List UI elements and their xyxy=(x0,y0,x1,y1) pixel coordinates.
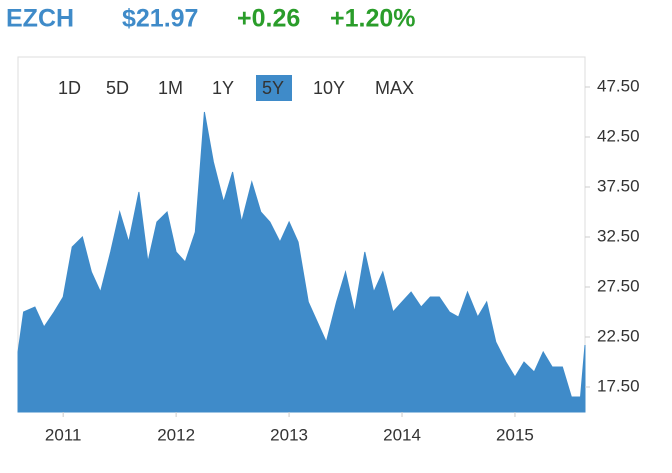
range-button[interactable]: 5Y xyxy=(262,78,284,98)
range-button[interactable]: 10Y xyxy=(313,78,345,98)
x-tick-label: 2011 xyxy=(45,425,82,444)
change: +0.26 xyxy=(237,5,300,33)
range-selected-bg xyxy=(256,75,292,101)
ticker: EZCH xyxy=(6,5,74,33)
y-tick-label: 37.50 xyxy=(597,176,640,195)
range-button[interactable]: 5D xyxy=(106,78,129,98)
y-tick-label: 17.50 xyxy=(597,376,640,395)
y-tick-label: 42.50 xyxy=(597,126,640,145)
change-percent: +1.20% xyxy=(330,5,416,33)
x-tick-label: 2013 xyxy=(270,425,308,444)
range-button[interactable]: MAX xyxy=(375,78,414,98)
y-tick-label: 27.50 xyxy=(597,276,640,295)
range-button[interactable]: 1Y xyxy=(212,78,234,98)
y-tick-label: 47.50 xyxy=(597,76,640,95)
range-button[interactable]: 1D xyxy=(58,78,81,98)
range-button[interactable]: 1M xyxy=(158,78,183,98)
x-tick-label: 2015 xyxy=(496,425,534,444)
x-tick-label: 2012 xyxy=(157,425,195,444)
x-tick-label: 2014 xyxy=(383,425,421,444)
price: $21.97 xyxy=(122,5,198,33)
price-area xyxy=(17,111,586,413)
y-tick-label: 22.50 xyxy=(597,326,640,345)
y-tick-label: 32.50 xyxy=(597,226,640,245)
